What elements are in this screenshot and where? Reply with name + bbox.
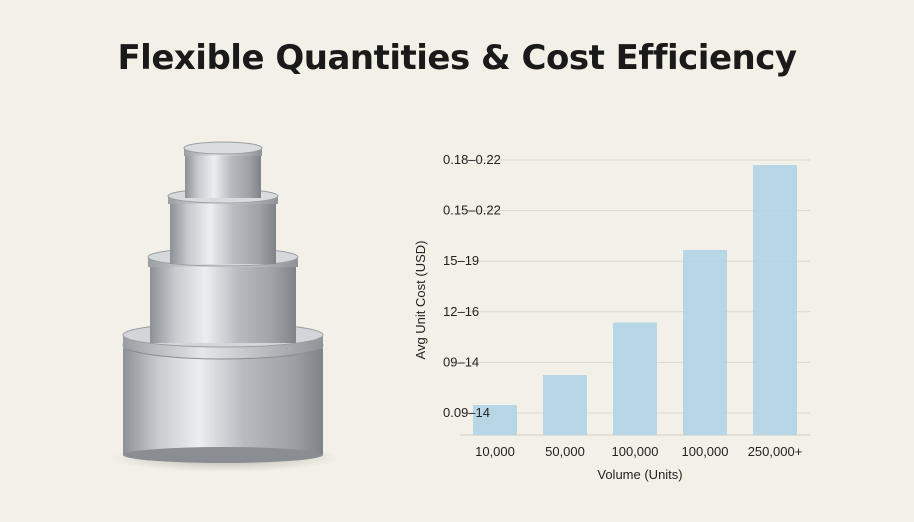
y-tick-label: 0.09–14 bbox=[443, 405, 490, 420]
bar bbox=[473, 405, 517, 435]
page-title: Flexible Quantities & Cost Efficiency bbox=[117, 38, 797, 78]
x-axis-title: Volume (Units) bbox=[597, 467, 682, 482]
bar bbox=[753, 165, 797, 435]
x-tick-label: 250,000+ bbox=[748, 444, 803, 459]
y-axis-title: Avg Unit Cost (USD) bbox=[413, 241, 428, 360]
y-tick-label: 0.15–0.22 bbox=[443, 203, 501, 218]
x-tick-label: 100,000 bbox=[612, 444, 659, 459]
y-tick-label: 0.18–0.22 bbox=[443, 152, 501, 167]
bar bbox=[543, 375, 587, 435]
x-tick-label: 10,000 bbox=[475, 444, 515, 459]
y-tick-label: 15–19 bbox=[443, 253, 479, 268]
bar bbox=[613, 322, 657, 435]
stacked-tin-cans-icon bbox=[110, 141, 340, 472]
x-tick-label: 50,000 bbox=[545, 444, 585, 459]
unit-cost-bar-chart: 10,000 50,000 100,000 100,000 250,000+ Avg U… bbox=[413, 152, 810, 482]
y-tick-label: 09–14 bbox=[443, 354, 479, 369]
x-tick-label: 100,000 bbox=[682, 444, 729, 459]
bar bbox=[683, 250, 727, 435]
y-tick-label: 12–16 bbox=[443, 304, 479, 319]
